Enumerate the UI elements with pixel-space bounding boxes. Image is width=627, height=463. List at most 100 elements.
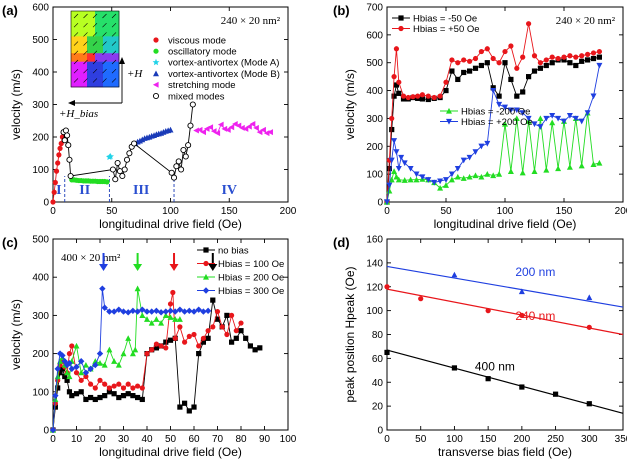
data-point — [200, 335, 206, 341]
series-oscillatory-mode — [69, 177, 110, 185]
x-tick-label: 100 — [280, 434, 297, 445]
data-point — [173, 163, 180, 170]
data-point — [167, 337, 174, 343]
data-point — [263, 130, 270, 137]
data-point — [55, 385, 61, 391]
data-point — [531, 168, 538, 174]
y-tick-label: 600 — [366, 30, 383, 41]
inset-cell — [71, 70, 80, 79]
data-point — [561, 57, 567, 63]
data-point — [567, 60, 573, 66]
data-point — [496, 93, 502, 99]
data-point — [190, 308, 198, 315]
data-point — [73, 391, 80, 397]
inset-arrow — [73, 32, 79, 37]
data-point — [413, 171, 420, 178]
data-point — [229, 339, 235, 345]
inset-arrow — [83, 50, 88, 56]
data-point — [217, 121, 224, 128]
y-tick-label: 20 — [372, 402, 384, 413]
data-point — [437, 93, 443, 99]
data-point — [191, 331, 197, 338]
series-line — [386, 112, 600, 203]
data-point — [68, 365, 75, 373]
legend-label: Hbias = 100 Oe — [218, 259, 284, 270]
data-point — [549, 119, 556, 126]
data-point — [131, 140, 138, 147]
data-point — [116, 381, 122, 387]
data-point — [513, 107, 520, 114]
x-tick-label: 80 — [235, 434, 247, 445]
peak-arrow — [169, 253, 179, 271]
data-point — [204, 307, 212, 315]
inset-arrow — [73, 78, 79, 83]
legend: no bias Hbias = 100 Oe Hbias = 200 Oe Hbias… — [197, 245, 284, 297]
x-axis-label: transverse bias field (Oe) — [438, 445, 572, 459]
y-tick-label: 0 — [43, 426, 49, 437]
data-point — [107, 152, 114, 160]
data-point — [186, 333, 192, 340]
y-tick-label: 400 — [366, 86, 383, 97]
x-tick-label: 70 — [212, 434, 224, 445]
data-point — [111, 383, 117, 389]
inset-cell — [111, 36, 120, 46]
data-point — [455, 76, 461, 83]
panel-d: 0 50 100 150 200 250 300 350 0 20 40 60 80 100 120 140 1… — [333, 235, 627, 460]
data-point — [596, 62, 603, 69]
region-label: IV — [221, 183, 237, 198]
inset-cell — [103, 70, 112, 79]
x-tick-label: 300 — [581, 434, 598, 445]
legend-label: vortex-antivortex (Mode B) — [168, 69, 280, 80]
data-point — [205, 328, 211, 334]
data-point — [125, 391, 131, 397]
data-point — [419, 92, 425, 98]
inset-arrow — [92, 32, 98, 37]
y-tick-label: 100 — [32, 387, 49, 398]
data-point — [102, 393, 108, 399]
data-point — [425, 177, 432, 183]
inset-cell — [95, 19, 104, 29]
data-point — [182, 339, 188, 345]
data-point — [73, 370, 80, 376]
data-point — [238, 320, 244, 326]
x-tick-label: 60 — [188, 434, 200, 445]
y-tick-label: 120 — [366, 282, 383, 293]
data-point — [64, 377, 70, 383]
data-point — [106, 389, 112, 395]
data-point — [585, 57, 591, 63]
inset-cell — [79, 53, 88, 62]
data-point — [132, 346, 139, 353]
x-tick-label: 150 — [480, 434, 497, 445]
data-point — [449, 57, 455, 63]
data-point — [519, 312, 525, 318]
drive-label: +H — [127, 68, 143, 80]
data-point — [391, 138, 398, 144]
x-axis-label: longitudinal drive field (Oe) — [99, 217, 242, 231]
data-point — [92, 396, 98, 403]
inset-cell — [95, 36, 104, 46]
data-point — [78, 389, 84, 395]
data-point — [186, 307, 193, 315]
data-point — [400, 96, 407, 102]
data-point — [153, 345, 159, 351]
inset-cell — [95, 53, 104, 62]
inset-cell — [95, 44, 104, 54]
data-point — [177, 324, 183, 330]
data-point — [229, 312, 235, 318]
legend-label: oscillatory mode — [168, 47, 237, 58]
y-tick-label: 200 — [32, 133, 49, 144]
data-point — [78, 369, 85, 376]
data-point — [224, 312, 230, 318]
y-tick-label: 80 — [372, 330, 384, 341]
data-point — [49, 426, 57, 434]
data-point — [214, 316, 221, 322]
data-point — [514, 93, 520, 99]
data-point — [596, 48, 603, 55]
data-point — [518, 288, 525, 295]
y-axis-label: peak position Hpeak (Oe) — [343, 266, 357, 402]
data-point — [238, 328, 244, 334]
data-point — [519, 169, 526, 176]
inset-arrow — [83, 13, 88, 19]
inset-cell — [71, 36, 80, 46]
